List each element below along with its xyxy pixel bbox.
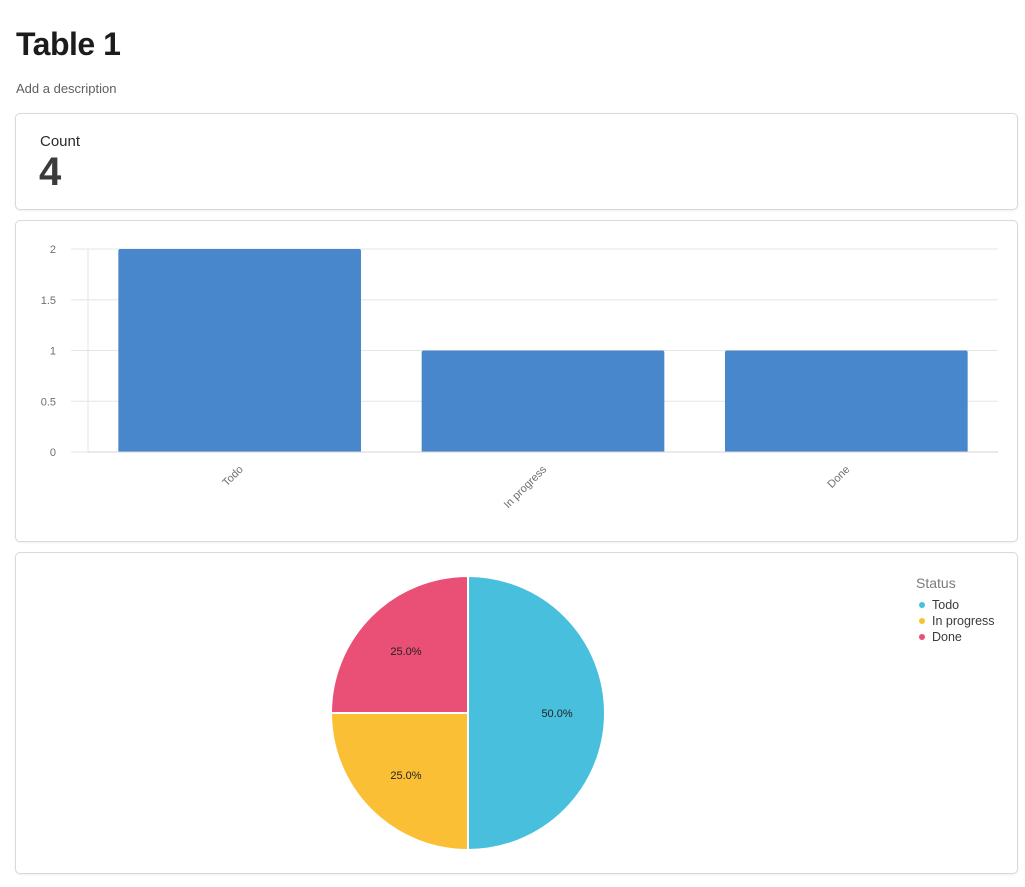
- legend-dot-icon: [919, 618, 925, 624]
- x-tick-label: In progress: [502, 463, 550, 511]
- y-tick-label: 1.5: [41, 295, 56, 307]
- legend-item-in-progress[interactable]: In progress: [916, 613, 995, 629]
- bar-in-progress[interactable]: [421, 350, 665, 453]
- pie-slice-done[interactable]: [330, 575, 469, 714]
- pie-chart: 50.0% 25.0% 25.0%: [330, 575, 606, 851]
- pie-slice-in-progress[interactable]: [330, 712, 469, 851]
- count-label: Count: [40, 133, 81, 150]
- pie-chart-card: 50.0% 25.0% 25.0% Status Todo In progress Do…: [15, 552, 1018, 874]
- bar-done[interactable]: [725, 350, 968, 453]
- count-card: Count 4: [15, 113, 1018, 210]
- y-tick-label: 2: [50, 244, 56, 256]
- pie-slice-label: 25.0%: [390, 770, 421, 782]
- legend-dot-icon: [919, 634, 925, 640]
- page-title: Table 1: [16, 26, 121, 62]
- y-tick-label: 0: [50, 447, 56, 459]
- bar-chart-card: 0 0.5 1 1.5 2 Todo In progress Done: [15, 220, 1018, 542]
- legend-title: Status: [916, 575, 956, 591]
- legend-dot-icon: [919, 602, 925, 608]
- x-tick-label: Done: [825, 464, 852, 491]
- y-tick-label: 0.5: [41, 396, 56, 408]
- bar-todo[interactable]: [118, 249, 361, 452]
- pie-legend: Status Todo In progress Done: [916, 575, 995, 645]
- bar-chart: 0 0.5 1 1.5 2 Todo In progress Done: [41, 244, 998, 511]
- pie-slice-label: 50.0%: [541, 708, 572, 720]
- legend-label: Done: [932, 630, 962, 644]
- legend-item-todo[interactable]: Todo: [916, 597, 995, 613]
- count-value: 4: [39, 150, 62, 194]
- pie-slice-todo[interactable]: [467, 575, 606, 851]
- x-tick-label: Todo: [220, 464, 245, 489]
- page-description[interactable]: Add a description: [16, 81, 117, 96]
- legend-label: Todo: [932, 598, 960, 612]
- legend-item-done[interactable]: Done: [916, 629, 995, 645]
- y-tick-label: 1: [50, 346, 56, 358]
- legend-label: In progress: [932, 614, 995, 628]
- pie-slice-label: 25.0%: [390, 646, 421, 658]
